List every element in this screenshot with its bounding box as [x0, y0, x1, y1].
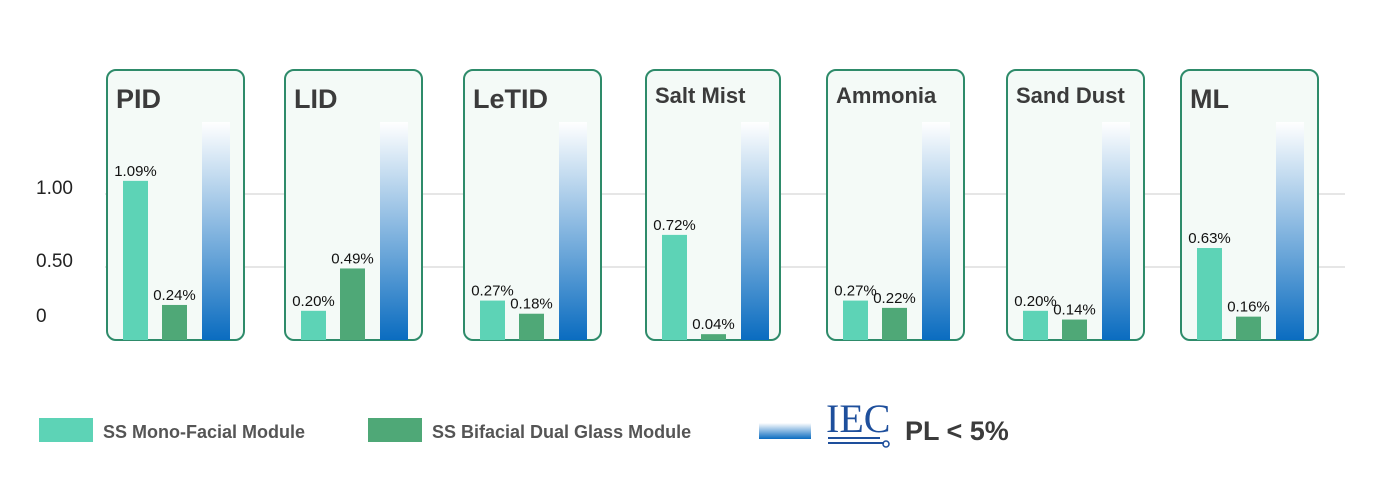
panel-ammonia: Ammonia 0.27%0.22%: [826, 69, 965, 341]
label-mono-sand-dust: 0.20%: [1014, 293, 1057, 310]
label-bifacial-lid: 0.49%: [331, 250, 374, 267]
legend-swatch-reference: [759, 423, 811, 439]
bar-bifacial-lid: [340, 268, 365, 340]
label-bifacial-pid: 0.24%: [153, 287, 196, 304]
bar-mono-pid: [123, 180, 148, 340]
label-bifacial-ammonia: 0.22%: [873, 290, 916, 307]
bar-reference-letid: [559, 122, 587, 340]
panel-title-sand-dust: Sand Dust: [1016, 83, 1125, 108]
panel-title-pid: PID: [116, 84, 161, 114]
legend-swatch-mono: [39, 418, 93, 442]
bar-mono-ml: [1197, 248, 1222, 340]
legend-label-mono: SS Mono-Facial Module: [103, 422, 305, 442]
panel-title-ml: ML: [1190, 84, 1229, 114]
label-mono-letid: 0.27%: [471, 283, 514, 300]
threshold-label: PL < 5%: [905, 416, 1009, 446]
label-bifacial-ml: 0.16%: [1227, 299, 1270, 316]
legend-swatch-bifacial: [368, 418, 422, 442]
bar-mono-salt-mist: [662, 234, 687, 340]
bar-bifacial-salt-mist: [701, 334, 726, 340]
label-bifacial-letid: 0.18%: [510, 296, 553, 313]
bar-mono-letid: [480, 300, 505, 340]
bar-reference-ammonia: [922, 122, 950, 340]
bar-bifacial-pid: [162, 304, 187, 340]
panels: PID1.09%0.24%LID0.20%0.49%LeTID0.27%0.18…: [106, 69, 1319, 341]
y-tick-0-50: 0.50: [36, 251, 73, 272]
panel-title-salt-mist: Salt Mist: [655, 83, 746, 108]
label-mono-ammonia: 0.27%: [834, 283, 877, 300]
bar-mono-sand-dust: [1023, 310, 1048, 340]
label-mono-lid: 0.20%: [292, 293, 335, 310]
iec-logo-text: IEC: [826, 396, 890, 441]
panel-title-letid: LeTID: [473, 84, 548, 114]
bar-bifacial-ammonia: [882, 307, 907, 340]
panel-lid: LID 0.20% 0.49%: [284, 69, 423, 341]
bar-bifacial-letid: [519, 313, 544, 340]
y-axis-ticks: 0 0.50 1.00: [36, 178, 73, 327]
bar-bifacial-ml: [1236, 316, 1261, 340]
label-mono-pid: 1.09%: [114, 163, 157, 180]
iec-logo: IEC: [826, 396, 890, 448]
bar-reference-pid: [202, 122, 230, 340]
panel-ml: ML 0.63% 0.16%: [1180, 69, 1319, 341]
legend-label-bifacial: SS Bifacial Dual Glass Module: [432, 422, 691, 442]
label-bifacial-sand-dust: 0.14%: [1053, 302, 1096, 319]
label-bifacial-salt-mist: 0.04%: [692, 316, 735, 333]
bar-mono-ammonia: [843, 300, 868, 340]
bar-reference-sand-dust: [1102, 122, 1130, 340]
bar-reference-ml: [1276, 122, 1304, 340]
bar-mono-lid: [301, 310, 326, 340]
iec-logo-dot: [882, 440, 890, 448]
panel-sand-dust: Sand Dust 0.20%0.14%: [1006, 69, 1145, 341]
label-mono-ml: 0.63%: [1188, 230, 1231, 247]
y-tick-1-00: 1.00: [36, 178, 73, 199]
bar-bifacial-sand-dust: [1062, 319, 1087, 340]
panel-title-lid: LID: [294, 84, 338, 114]
label-mono-salt-mist: 0.72%: [653, 217, 696, 234]
legend: SS Mono-Facial Module SS Bifacial Dual G…: [39, 396, 1009, 448]
y-tick-0: 0: [36, 306, 47, 327]
panel-pid: PID 1.09% 0.24%: [106, 69, 245, 341]
panel-letid: LeTID 0.27%0.18%: [463, 69, 602, 341]
panel-salt-mist: Salt Mist 0.72% 0.04%: [645, 69, 781, 341]
bar-reference-salt-mist: [741, 122, 769, 340]
panel-title-ammonia: Ammonia: [836, 83, 937, 108]
bar-reference-lid: [380, 122, 408, 340]
